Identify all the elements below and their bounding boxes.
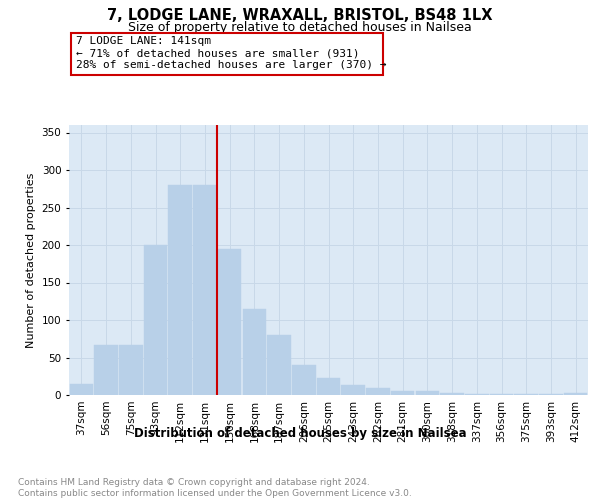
Bar bbox=[70, 384, 93, 395]
Bar bbox=[317, 378, 340, 395]
Bar bbox=[119, 345, 143, 395]
Bar bbox=[94, 345, 118, 395]
Text: Distribution of detached houses by size in Nailsea: Distribution of detached houses by size … bbox=[134, 428, 466, 440]
Bar bbox=[440, 393, 464, 395]
Bar bbox=[564, 393, 587, 395]
Bar bbox=[292, 365, 316, 395]
Bar bbox=[242, 308, 266, 395]
Text: 7, LODGE LANE, WRAXALL, BRISTOL, BS48 1LX: 7, LODGE LANE, WRAXALL, BRISTOL, BS48 1L… bbox=[107, 8, 493, 22]
Text: 7 LODGE LANE: 141sqm
← 71% of detached houses are smaller (931)
28% of semi-deta: 7 LODGE LANE: 141sqm ← 71% of detached h… bbox=[76, 36, 386, 70]
Bar bbox=[490, 394, 513, 395]
Bar bbox=[144, 245, 167, 395]
Bar bbox=[341, 385, 365, 395]
Bar bbox=[218, 248, 241, 395]
Bar bbox=[193, 185, 217, 395]
Bar bbox=[169, 185, 192, 395]
Bar bbox=[268, 335, 291, 395]
Bar bbox=[539, 394, 563, 395]
Bar bbox=[391, 390, 415, 395]
Bar bbox=[514, 394, 538, 395]
Bar bbox=[465, 394, 488, 395]
Bar bbox=[366, 388, 389, 395]
Bar bbox=[416, 391, 439, 395]
Text: Contains HM Land Registry data © Crown copyright and database right 2024.
Contai: Contains HM Land Registry data © Crown c… bbox=[18, 478, 412, 498]
Text: Size of property relative to detached houses in Nailsea: Size of property relative to detached ho… bbox=[128, 21, 472, 34]
Y-axis label: Number of detached properties: Number of detached properties bbox=[26, 172, 36, 348]
